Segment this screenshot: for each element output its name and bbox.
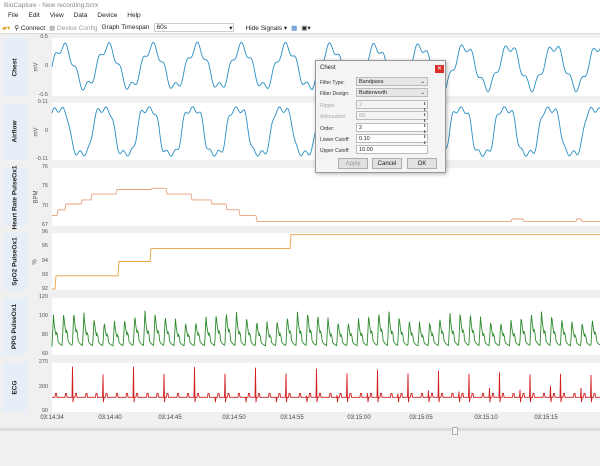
panel-label-3[interactable]: SpO2 PulseOx1 (3, 233, 27, 290)
close-button[interactable]: ✕ (435, 65, 444, 73)
time-tick: 03:15:00 (347, 415, 371, 421)
menu-edit[interactable]: Edit (28, 12, 40, 19)
dialog-title: Chest (320, 65, 336, 71)
filter-design-value: Butterworth (359, 90, 388, 96)
menu-help[interactable]: Help (127, 12, 141, 19)
device-config-button[interactable]: ▦ Device Config (49, 24, 98, 32)
upper-cutoff-label: Upper Cutoff: (320, 148, 350, 154)
hide-signals-button[interactable]: Hide Signals ▾ (245, 24, 288, 32)
y-tick: 120 (38, 294, 48, 300)
panel-label-5[interactable]: ECG (3, 363, 27, 412)
filter-type-value: Bandpass (359, 79, 384, 85)
y-tick: 90 (41, 408, 48, 414)
y-tick: 0.5 (40, 34, 48, 40)
time-tick: 03:14:50 (222, 415, 246, 421)
connect-button[interactable]: ⚲ Connect (14, 24, 46, 32)
apply-button[interactable]: Apply (338, 158, 368, 169)
chart-icon[interactable]: ▩ (291, 24, 298, 32)
menu-bar: File Edit View Data Device Help (0, 11, 600, 22)
plot-area[interactable] (52, 363, 600, 412)
panel-label-4[interactable]: PPG PulseOx1 (3, 298, 27, 355)
attenuation-field[interactable]: 60 (356, 111, 428, 120)
plot-area[interactable] (52, 298, 600, 355)
filter-type-select[interactable]: Bandpass ⌄ (356, 77, 428, 86)
y-tick: 93 (41, 271, 48, 278)
chevron-down-icon: ⌄ (420, 79, 425, 85)
time-tick: 03:14:45 (158, 415, 182, 421)
y-tick: 0 (44, 63, 48, 69)
y-tick: 94 (41, 257, 48, 264)
y-tick: 0 (44, 127, 48, 134)
menu-data[interactable]: Data (73, 12, 88, 19)
y-tick: 270 (38, 359, 48, 365)
plot-area[interactable] (52, 233, 600, 290)
open-folder-icon[interactable]: ▰▾ (2, 24, 11, 32)
ok-button[interactable]: OK (407, 158, 437, 169)
y-tick: 67 (41, 222, 48, 228)
y-tick: 95 (41, 243, 48, 250)
hide-signals-label: Hide Signals (245, 24, 283, 32)
menu-view[interactable]: View (49, 12, 64, 19)
title-bar: BioCapture - New recording.bcrx (0, 0, 600, 11)
unit-text: BPM (33, 190, 40, 204)
device-config-label: Device Config (57, 24, 98, 32)
timespan-select[interactable]: 60s ▾ (153, 23, 234, 32)
y-tick: 70 (41, 202, 48, 209)
ripple-field[interactable]: 2 (356, 100, 428, 109)
panel-label-0[interactable]: Chest (3, 38, 27, 96)
chevron-down-icon: ▾ (229, 25, 233, 32)
y-unit (30, 298, 42, 355)
time-tick: 03:14:34 (40, 415, 64, 421)
y-tick: 96 (41, 229, 48, 235)
lower-cutoff-field[interactable]: 0.10 (356, 134, 428, 143)
upper-cutoff-field[interactable]: 10.00 (356, 145, 428, 154)
y-tick: 75 (41, 183, 48, 190)
toolbar: ▰▾ ⚲ Connect ▦ Device Config Graph Times… (0, 22, 600, 34)
filter-dialog: Chest ✕ Filter Type: Bandpass ⌄ Filter De… (315, 60, 446, 173)
menu-device[interactable]: Device (97, 12, 118, 19)
chevron-down-icon: ⌄ (420, 90, 425, 96)
panel-label-1[interactable]: Airflow (3, 103, 27, 160)
filter-design-label: Filter Design: (320, 91, 350, 97)
window-title: BioCapture - New recording.bcrx (4, 2, 99, 9)
attenuation-label: Attenuation: (320, 114, 347, 120)
y-unit: BPM (30, 168, 42, 226)
ripple-label: Ripple: (320, 103, 336, 109)
horizontal-scrollbar[interactable] (0, 428, 600, 431)
timespan-value: 60s (156, 24, 168, 31)
time-tick: 03:15:10 (474, 415, 498, 421)
panel-name: Heart Rate PulseOx1 (11, 165, 19, 229)
y-tick: 200 (38, 383, 48, 390)
lower-cutoff-label: Lower Cutoff: (320, 137, 350, 143)
panel-name: PPG PulseOx1 (11, 303, 19, 350)
order-label: Order: (320, 126, 335, 132)
spinner-icons[interactable]: ⬍ ⬍ ⬍ ⬍ ⬍ ⬍ ⬍ ⬍ (423, 101, 427, 145)
y-tick: 0.11 (37, 99, 48, 105)
y-tick: 100 (38, 313, 48, 319)
filter-type-label: Filter Type: (320, 80, 345, 86)
timespan-label: Graph Timespan (101, 24, 150, 31)
y-tick: 76 (41, 164, 48, 170)
time-tick: 03:14:55 (280, 415, 304, 421)
menu-file[interactable]: File (8, 12, 19, 19)
time-tick: 03:15:15 (534, 415, 558, 421)
y-tick: 80 (41, 332, 48, 338)
panel-label-2[interactable]: Heart Rate PulseOx1 (3, 165, 27, 229)
order-field[interactable]: 2 (356, 123, 428, 132)
y-tick: 60 (41, 351, 48, 357)
layout-icon[interactable]: ▣▾ (301, 24, 311, 32)
time-tick: 03:14:40 (98, 415, 122, 421)
plot-area[interactable] (52, 168, 600, 226)
time-tick: 03:15:05 (409, 415, 433, 421)
cancel-button[interactable]: Cancel (372, 158, 402, 169)
y-tick: 92 (41, 286, 48, 292)
connect-label: Connect (20, 24, 46, 32)
filter-design-select[interactable]: Butterworth ⌄ (356, 88, 428, 97)
y-tick: -0.5 (38, 92, 48, 98)
scroll-thumb[interactable] (452, 427, 458, 435)
y-tick: -0.11 (35, 156, 48, 162)
